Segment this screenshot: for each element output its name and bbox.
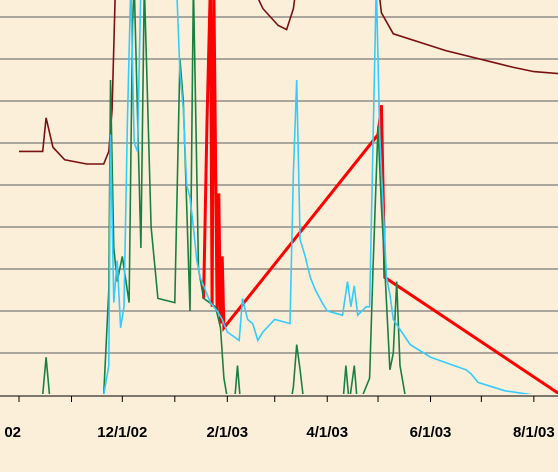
x-tick-label: 6/1/03: [410, 424, 452, 441]
chart-bottom-band: [0, 394, 558, 472]
series-line-dark_red: [19, 0, 558, 165]
x-tick-label: 4/1/03: [306, 424, 348, 441]
x-axis-minor-ticks: [18, 396, 535, 402]
series-line-cyan: [19, 0, 558, 396]
series-lines: [19, 0, 558, 409]
x-tick-label: 2/1/03: [206, 424, 248, 441]
gridlines: [0, 16, 558, 354]
x-tick-label: 12/1/02: [97, 424, 147, 441]
series-line-green: [19, 0, 558, 409]
series-line-red: [202, 0, 558, 395]
x-axis-tick-labels: 02 12/1/02 2/1/03 4/1/03 6/1/03 8/1/03: [4, 424, 554, 441]
x-tick-label: 8/1/03: [513, 424, 555, 441]
x-tick-label: 02: [4, 424, 21, 441]
